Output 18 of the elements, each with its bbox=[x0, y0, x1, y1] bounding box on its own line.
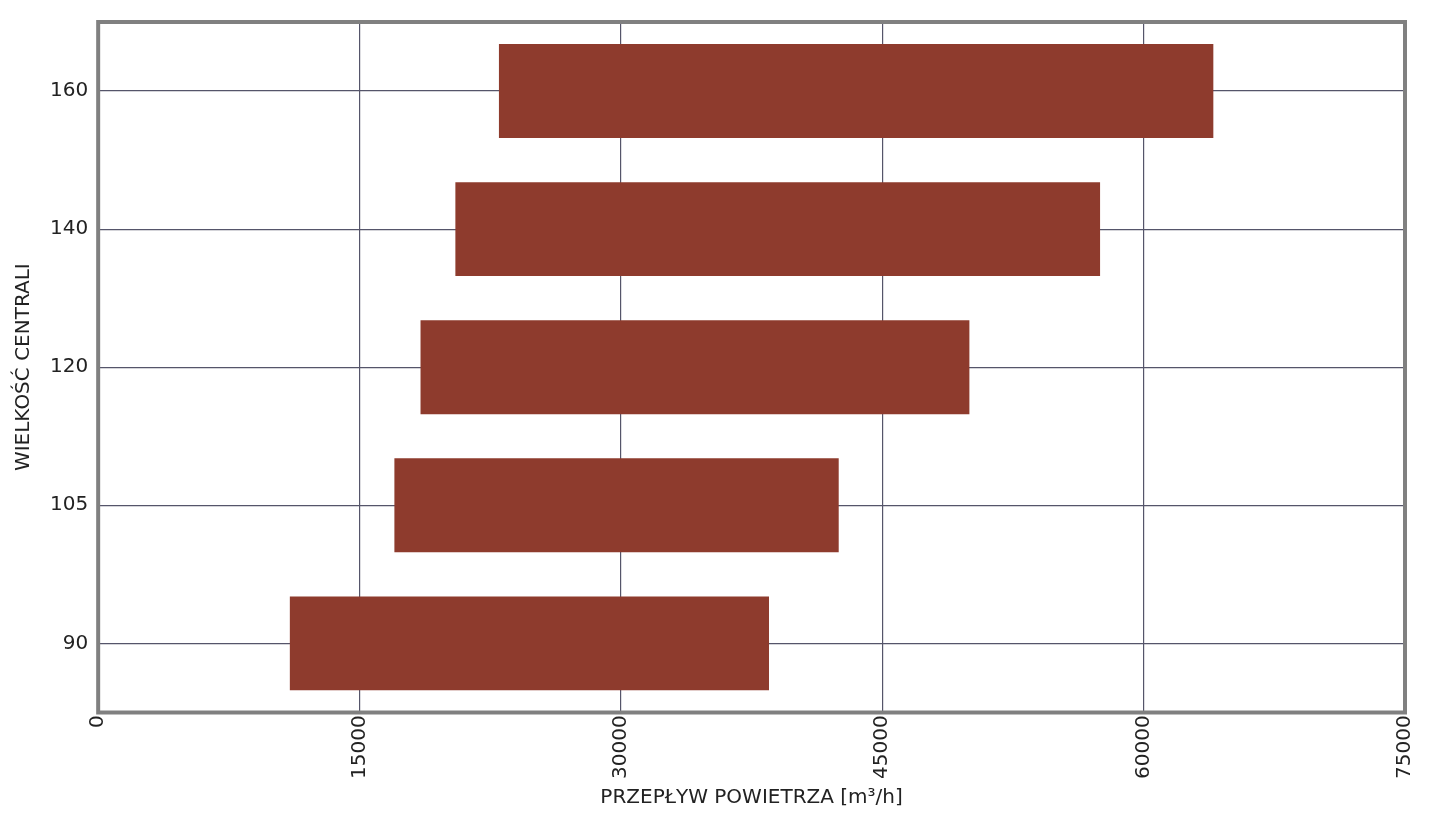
y-tick-label: 105 bbox=[49, 491, 89, 516]
y-tick-label: 140 bbox=[49, 215, 89, 240]
y-tick-label: 120 bbox=[49, 353, 89, 378]
bar bbox=[498, 44, 1214, 138]
y-tick-label: 160 bbox=[49, 77, 89, 102]
x-tick-label: 45000 bbox=[868, 715, 893, 779]
bar bbox=[394, 458, 839, 553]
x-tick-label: 30000 bbox=[607, 715, 632, 779]
x-tick-label: 60000 bbox=[1129, 715, 1154, 779]
y-tick-label: 90 bbox=[62, 629, 89, 654]
x-axis-title: PRZEPŁYW POWIETRZA [m³/h] bbox=[600, 784, 903, 809]
bar bbox=[289, 596, 770, 691]
x-tick-label: 0 bbox=[84, 715, 109, 729]
x-tick-label: 75000 bbox=[1391, 715, 1416, 779]
x-tick-label: 15000 bbox=[345, 715, 370, 779]
bar bbox=[420, 320, 970, 415]
bar bbox=[455, 182, 1101, 277]
y-axis-title: WIELKOŚĆ CENTRALI bbox=[10, 263, 35, 472]
